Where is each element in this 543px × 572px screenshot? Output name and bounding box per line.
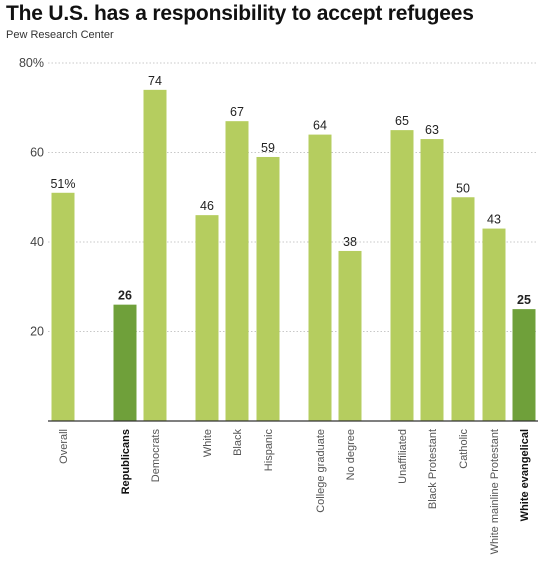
labels: 20 40 60 80% 51% Overall 26 Republicans 74 Democr… — [19, 56, 531, 554]
data-label: 43 — [487, 213, 501, 227]
data-label: 74 — [148, 74, 162, 88]
data-label: 65 — [395, 114, 409, 128]
bar-5 — [256, 156, 280, 421]
data-label: 26 — [118, 289, 132, 303]
bar-7 — [338, 250, 362, 421]
bar-3 — [195, 215, 219, 421]
category-label: Overall — [58, 429, 70, 464]
data-label: 25 — [517, 293, 531, 307]
category-label: Hispanic — [263, 429, 275, 472]
category-label: Democrats — [150, 429, 162, 483]
bar-4 — [225, 121, 249, 422]
category-label: White mainline Protestant — [489, 429, 501, 554]
category-label: Unaffiliated — [397, 429, 409, 484]
bar-6 — [308, 134, 332, 421]
data-label: 63 — [425, 123, 439, 137]
category-label: Black — [232, 429, 244, 456]
bar-0 — [51, 192, 75, 421]
data-label: 46 — [200, 199, 214, 213]
data-label: 59 — [261, 141, 275, 155]
category-label: White evangelical — [519, 429, 531, 521]
data-label: 51% — [50, 177, 75, 191]
category-label: College graduate — [315, 429, 327, 513]
bar-12 — [512, 309, 536, 421]
y-tick-label: 40 — [30, 235, 44, 249]
y-tick-label: 20 — [30, 325, 44, 339]
y-tick-label: 80% — [19, 56, 44, 70]
chart-title: The U.S. has a responsibility to accept … — [6, 2, 474, 25]
data-label: 38 — [343, 235, 357, 249]
bar-9 — [420, 139, 444, 421]
category-label: Catholic — [458, 429, 470, 469]
bar-1 — [113, 304, 137, 421]
data-label: 50 — [456, 181, 470, 195]
bar-11 — [482, 228, 506, 421]
category-label: Republicans — [120, 429, 132, 494]
category-label: White — [202, 429, 214, 457]
bar-8 — [390, 130, 414, 421]
category-label: No degree — [345, 429, 357, 480]
bar-2 — [143, 89, 167, 421]
data-label: 67 — [230, 105, 244, 119]
data-label: 64 — [313, 119, 327, 133]
chart-source: Pew Research Center — [6, 29, 114, 41]
category-label: Black Protestant — [427, 429, 439, 509]
y-tick-label: 60 — [30, 146, 44, 160]
bars — [48, 89, 538, 422]
bar-10 — [451, 197, 475, 421]
